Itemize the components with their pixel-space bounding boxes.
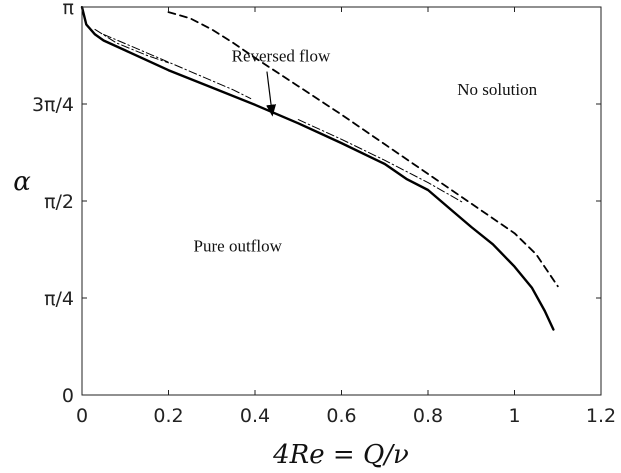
y-tick-label: π/4 (44, 288, 74, 310)
y-tick-label: 0 (62, 385, 74, 407)
series-line-solid-1 (80, 5, 555, 331)
ticks-layer: 0 0.2 0.4 0.6 0.8 1 1.2 0 π/4 π/2 3π/4 π (32, 0, 616, 427)
x-tick-label: 1 (508, 405, 520, 427)
x-tick-label: 0.2 (153, 405, 183, 427)
y-tick-label: π (63, 0, 74, 19)
y-tick-label: π/2 (44, 191, 74, 213)
annotation-label: No solution (457, 80, 537, 99)
y-tick-label: 3π/4 (32, 94, 74, 116)
x-tick-label: 0.8 (413, 405, 443, 427)
annotation-label: Pure outflow (194, 237, 283, 256)
x-tick-label: 0.6 (326, 405, 356, 427)
series-layer (80, 5, 559, 331)
annotation-label: Reversed flow (232, 47, 331, 66)
x-tick-label: 0 (76, 405, 88, 427)
series-line-dashdot-4 (103, 33, 252, 100)
annotations: Reversed flow No solution Pure outflow (194, 47, 538, 256)
annotation-arrow (266, 71, 277, 117)
series-line-dashdot-5 (297, 119, 464, 203)
x-tick-label: 0.4 (240, 405, 270, 427)
series-line-dashdot-3 (94, 28, 169, 64)
series-line-dashed-2 (167, 11, 559, 288)
y-axis-title: α (13, 167, 31, 197)
x-tick-label: 1.2 (586, 405, 616, 427)
x-axis-title: 4Re = Q/ν (272, 440, 409, 470)
